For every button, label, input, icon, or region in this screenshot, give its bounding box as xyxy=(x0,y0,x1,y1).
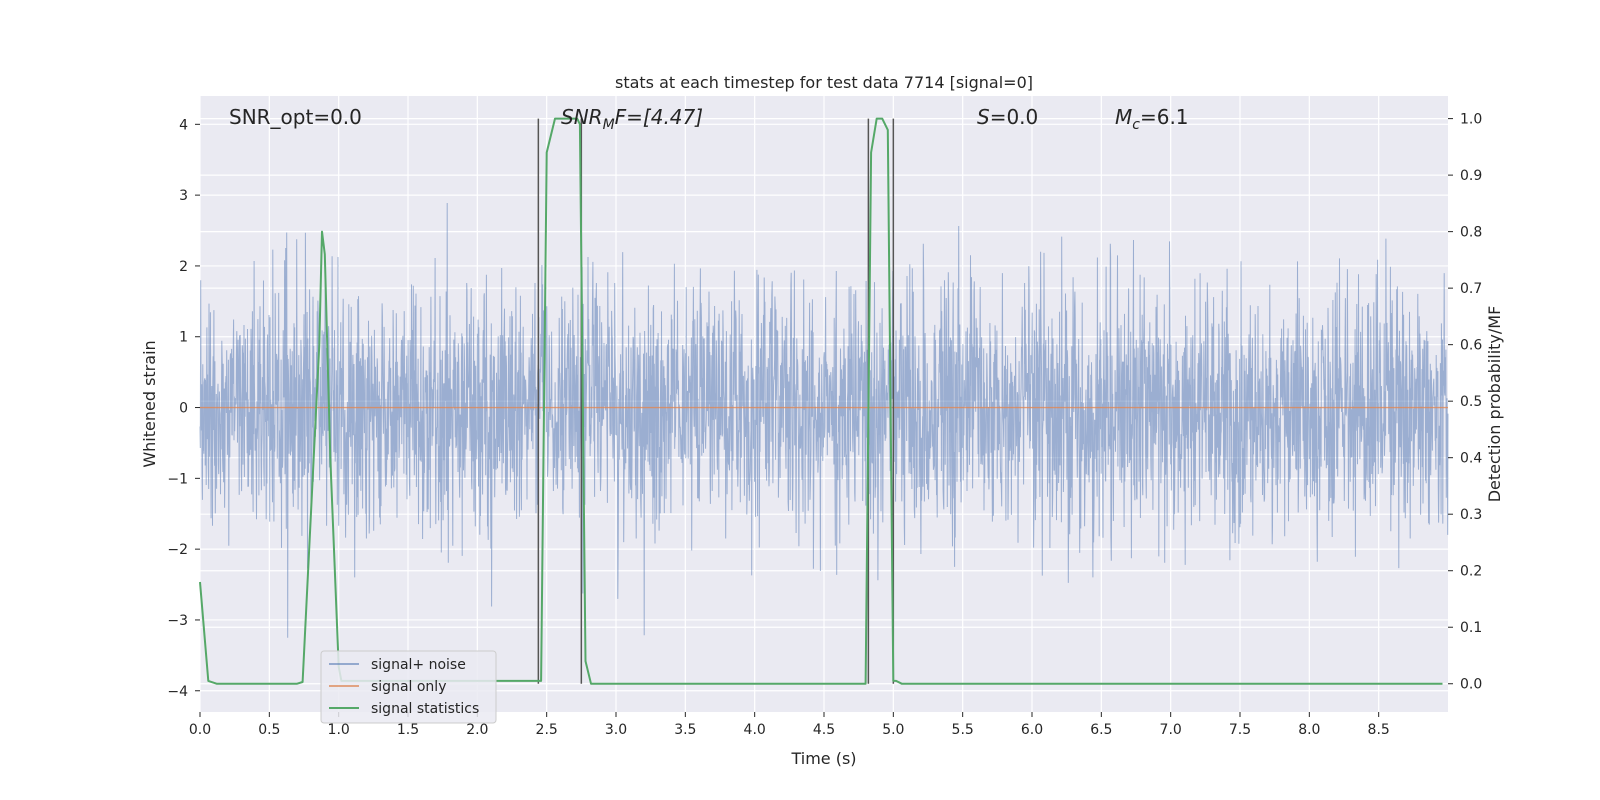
y-tick-label-7: −3 xyxy=(167,613,188,629)
x-axis-label: Time (s) xyxy=(790,749,856,768)
y2-tick-label-0: 1.0 xyxy=(1460,112,1482,128)
annotation-mc-main: M xyxy=(1115,105,1132,129)
y2-tick-label-9: 0.1 xyxy=(1460,620,1482,636)
y2-tick-label-1: 0.9 xyxy=(1460,168,1482,184)
y2-tick-label-3: 0.7 xyxy=(1460,281,1482,297)
annotation-snr-mf-main: SNR xyxy=(561,105,603,129)
x-tick-label-2: 1.0 xyxy=(328,722,350,738)
x-tick-label-14: 7.0 xyxy=(1160,722,1182,738)
legend-label-noise: signal+ noise xyxy=(371,657,466,673)
x-tick-label-7: 3.5 xyxy=(674,722,696,738)
x-tick-label-6: 3.0 xyxy=(605,722,627,738)
y-axis-ticks: 4 3 2 1 0 −1 −2 −3 −4 xyxy=(167,117,200,700)
x-axis-ticks: 0.0 0.5 1.0 1.5 2.0 2.5 3.0 3.5 4.0 4.5 5.0 5.5 6.0 6… xyxy=(189,712,1390,738)
y2-tick-label-10: 0.0 xyxy=(1460,677,1482,693)
y2-tick-label-8: 0.2 xyxy=(1460,564,1482,580)
legend: signal+ noise signal only signal statist… xyxy=(320,650,497,724)
y2-axis-ticks: 1.0 0.9 0.8 0.7 0.6 0.5 0.4 0.3 0.2 0.1 0.0 xyxy=(1448,112,1482,693)
chart-title: stats at each timestep for test data 771… xyxy=(615,73,1033,92)
annotation-snr-mf-sub: M xyxy=(603,117,615,133)
annotation-s: S=0.0 xyxy=(977,105,1038,129)
x-tick-label-9: 4.5 xyxy=(813,722,835,738)
x-tick-label-5: 2.5 xyxy=(536,722,558,738)
x-tick-label-13: 6.5 xyxy=(1090,722,1112,738)
x-tick-label-3: 1.5 xyxy=(397,722,419,738)
legend-label-statistics: signal statistics xyxy=(371,701,479,717)
y2-axis-label: Detection probability/MF xyxy=(1485,306,1504,503)
annotation-s-rest: =0.0 xyxy=(990,105,1039,129)
y2-tick-label-4: 0.6 xyxy=(1460,338,1482,354)
x-tick-label-11: 5.5 xyxy=(952,722,974,738)
signal-statistics-series xyxy=(199,117,1443,685)
annotation-mc-sub: c xyxy=(1132,117,1140,133)
legend-label-signal-only: signal only xyxy=(371,679,446,695)
annotation-mc-rest: =6.1 xyxy=(1140,105,1189,129)
annotation-snr-mf-rest: F=[4.47] xyxy=(615,105,703,129)
y-tick-label-8: −4 xyxy=(167,684,188,700)
x-tick-label-12: 6.0 xyxy=(1021,722,1043,738)
y-tick-label-6: −2 xyxy=(167,542,188,558)
y-tick-label-2: 2 xyxy=(179,259,188,275)
y-tick-label-1: 3 xyxy=(179,188,188,204)
x-tick-label-17: 8.5 xyxy=(1368,722,1390,738)
x-tick-label-16: 8.0 xyxy=(1298,722,1320,738)
legend-box xyxy=(320,650,497,724)
y2-tick-label-2: 0.8 xyxy=(1460,225,1482,241)
x-tick-label-10: 5.0 xyxy=(882,722,904,738)
y-tick-label-0: 4 xyxy=(179,117,188,133)
y-tick-label-5: −1 xyxy=(167,471,188,487)
y2-tick-label-5: 0.5 xyxy=(1460,394,1482,410)
noise-trace xyxy=(199,202,1449,638)
statistics-line xyxy=(199,117,1443,685)
x-tick-label-15: 7.5 xyxy=(1229,722,1251,738)
signal-noise-series xyxy=(199,202,1449,638)
annotation-mc: Mc=6.1 xyxy=(1115,105,1189,133)
x-tick-label-0: 0.0 xyxy=(189,722,211,738)
y-axis-label: Whitened strain xyxy=(140,340,159,467)
annotation-s-main: S xyxy=(977,105,990,129)
y2-tick-label-7: 0.3 xyxy=(1460,507,1482,523)
x-tick-label-8: 4.0 xyxy=(744,722,766,738)
x-tick-label-4: 2.0 xyxy=(466,722,488,738)
y-tick-label-4: 0 xyxy=(179,401,188,417)
x-tick-label-1: 0.5 xyxy=(258,722,280,738)
y-tick-label-3: 1 xyxy=(179,330,188,346)
annotation-snr-opt: SNR_opt=0.0 xyxy=(229,105,362,129)
y2-tick-label-6: 0.4 xyxy=(1460,451,1482,467)
annotation-snr-mf: SNRMF=[4.47] xyxy=(561,105,703,133)
